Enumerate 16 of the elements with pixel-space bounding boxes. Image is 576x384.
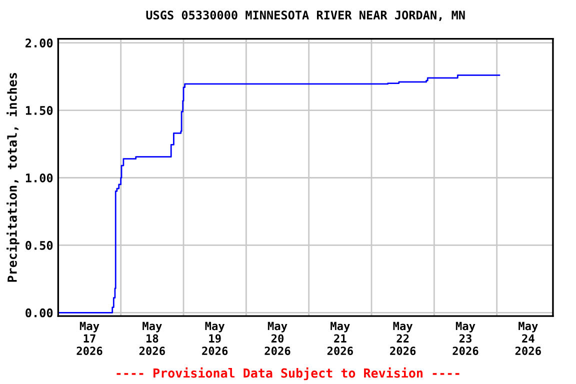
x-tick-label: May 22 2026 bbox=[390, 322, 416, 356]
y-tick-label: 2.00 bbox=[26, 38, 53, 48]
x-tick-label: May 18 2026 bbox=[139, 322, 165, 356]
x-tick-label: May 24 2026 bbox=[515, 322, 541, 356]
y-tick-label: 1.00 bbox=[26, 173, 53, 182]
x-tick-label: May 20 2026 bbox=[264, 322, 290, 356]
y-tick-label: 0.50 bbox=[26, 240, 53, 250]
x-tick-label: May 19 2026 bbox=[202, 322, 228, 356]
y-tick-label: 0.00 bbox=[26, 308, 53, 318]
text: ---- Provisional Data Subject to Revision ---- bbox=[116, 367, 460, 380]
y-axis-title: Precipitation, total, inches bbox=[6, 73, 20, 282]
x-tick-label: May 23 2026 bbox=[452, 322, 478, 356]
chart-title: USGS 05330000 MINNESOTA RIVER NEAR JORDAN, MN bbox=[146, 10, 465, 21]
y-tick-label: 1.50 bbox=[26, 106, 53, 115]
x-tick-label: May 21 2026 bbox=[327, 322, 353, 356]
x-tick-label: May 17 2026 bbox=[76, 322, 102, 356]
